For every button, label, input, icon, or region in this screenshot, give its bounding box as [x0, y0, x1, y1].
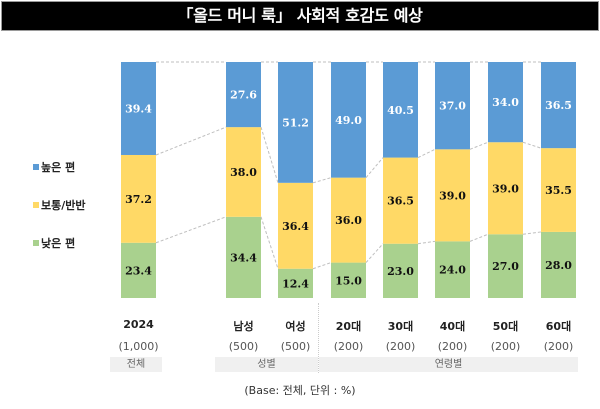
data-label-high: 51.2 — [282, 116, 309, 129]
connector-line — [312, 177, 332, 184]
data-label-medium: 36.4 — [282, 220, 309, 233]
data-label-high: 27.6 — [230, 89, 257, 102]
connector-line — [469, 233, 489, 242]
data-label-medium: 39.0 — [492, 182, 519, 195]
data-label-medium: 39.0 — [439, 189, 466, 202]
data-label-high: 39.4 — [125, 102, 152, 115]
connector-line — [155, 216, 227, 244]
data-label-low: 12.4 — [282, 277, 309, 290]
connector-line — [260, 216, 279, 269]
connector-line — [417, 240, 436, 245]
legend-item-low: 낮은 편 — [33, 236, 86, 250]
bar-segment-low — [383, 243, 418, 298]
category-label: 60대 — [545, 320, 572, 333]
data-label-medium: 36.5 — [387, 195, 414, 208]
legend-item-high: 높은 편 — [33, 160, 86, 174]
legend: 높은 편 보통/반반 낮은 편 — [33, 160, 86, 274]
category-label: 50대 — [492, 320, 519, 333]
bar-segment-low — [435, 241, 470, 298]
category-label: 여성 — [285, 320, 306, 333]
connector-line — [312, 262, 332, 270]
bar-segment-high — [541, 62, 576, 149]
data-label-low: 23.0 — [387, 265, 414, 278]
data-label-medium: 36.0 — [335, 214, 362, 227]
connector-line — [365, 157, 384, 178]
bar-segment-medium — [435, 149, 470, 242]
group-band-total: 전체 — [110, 357, 162, 372]
group-divider — [318, 303, 319, 373]
data-label-medium: 37.2 — [125, 193, 152, 206]
legend-label-medium: 보통/반반 — [41, 199, 86, 212]
bar-segment-high — [383, 62, 418, 158]
data-label-high: 37.0 — [439, 100, 466, 113]
legend-swatch-medium — [33, 202, 39, 208]
data-label-high: 36.5 — [545, 99, 572, 112]
group-band-gender: 성별 — [215, 357, 318, 372]
data-label-low: 24.0 — [439, 264, 466, 277]
sample-size-label: (200) — [543, 340, 574, 353]
data-label-high: 40.5 — [387, 104, 414, 117]
data-label-medium: 38.0 — [230, 166, 257, 179]
bar-segment-medium — [331, 177, 366, 263]
bar-segment-high — [121, 62, 156, 155]
connector-line — [260, 126, 279, 183]
bar-segment-high — [226, 62, 261, 128]
data-label-medium: 35.5 — [545, 184, 572, 197]
bar-segment-low — [278, 268, 313, 298]
category-label: 30대 — [387, 320, 414, 333]
bar-segment-low — [541, 231, 576, 298]
category-label: 남성 — [233, 320, 254, 333]
connector-line — [417, 148, 436, 159]
data-label-high: 49.0 — [335, 114, 362, 127]
bar-segment-medium — [278, 182, 313, 269]
bar-segment-high — [331, 62, 366, 178]
group-band-age: 연령별 — [319, 357, 578, 372]
bar-segment-low — [488, 234, 523, 298]
data-label-low: 15.0 — [335, 274, 362, 287]
connector-line — [365, 243, 384, 263]
bar-segment-medium — [488, 142, 523, 235]
bar-segment-high — [435, 62, 470, 150]
chart-title: 「올드 머니 룩」 사회적 호감도 예상 — [1, 1, 599, 31]
legend-item-medium: 보통/반반 — [33, 198, 86, 212]
bar-segment-low — [121, 242, 156, 298]
data-label-low: 27.0 — [492, 260, 519, 273]
bar-segment-high — [278, 62, 313, 183]
legend-swatch-low — [33, 240, 39, 246]
bar-segment-medium — [226, 127, 261, 217]
legend-label-low: 낮은 편 — [41, 237, 76, 250]
bar-segment-medium — [383, 157, 418, 244]
legend-swatch-high — [33, 164, 39, 170]
connector-line — [469, 141, 489, 150]
data-label-high: 34.0 — [492, 96, 519, 109]
connector-line — [155, 126, 227, 156]
sample-size-label: (200) — [437, 340, 468, 353]
sample-size-label: (200) — [385, 340, 416, 353]
sample-size-label: (500) — [280, 340, 311, 353]
data-label-low: 23.4 — [125, 264, 152, 277]
sample-size-label: (500) — [228, 340, 259, 353]
connector-line — [522, 141, 542, 149]
sample-size-label: (200) — [490, 340, 521, 353]
bar-segment-high — [488, 62, 523, 143]
bar-segment-medium — [541, 148, 576, 232]
bar-segment-low — [331, 262, 366, 298]
bar-segment-low — [226, 216, 261, 298]
bar-segment-medium — [121, 154, 156, 243]
legend-label-high: 높은 편 — [41, 161, 76, 174]
data-label-low: 34.4 — [230, 251, 257, 264]
sample-size-label: (200) — [333, 340, 364, 353]
sample-size-label: (1,000) — [118, 340, 159, 353]
connector-line — [522, 231, 542, 235]
category-label: 2024 — [123, 318, 154, 331]
data-label-low: 28.0 — [545, 259, 572, 272]
base-note: (Base: 전체, 단위 : %) — [244, 384, 356, 397]
category-label: 20대 — [335, 320, 362, 333]
category-label: 40대 — [439, 320, 466, 333]
